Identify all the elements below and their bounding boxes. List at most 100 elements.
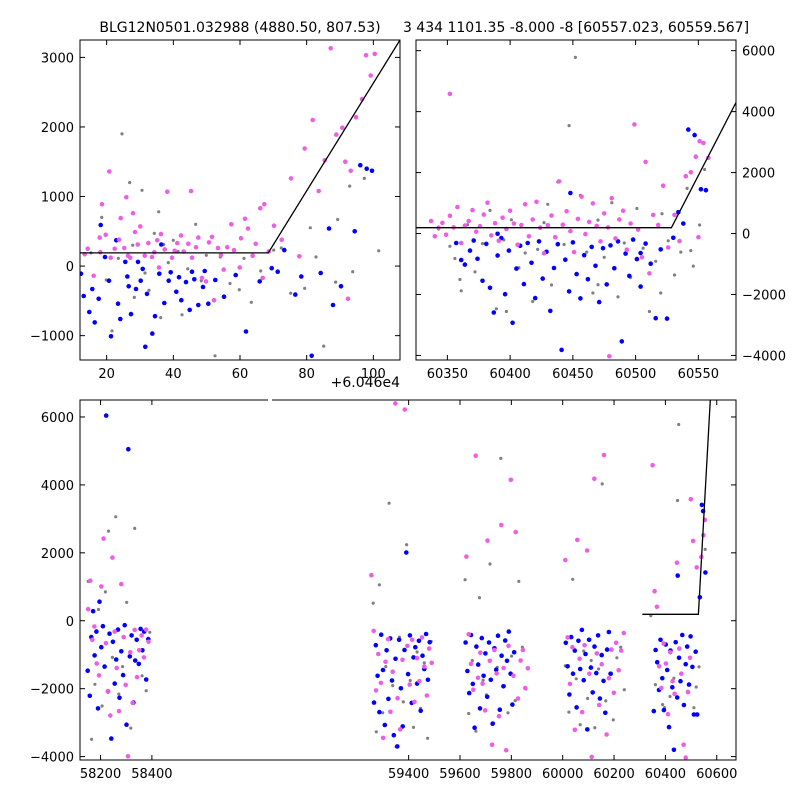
bottom-point-blue: [420, 653, 425, 658]
bottom-point-pink: [582, 642, 587, 648]
bottom-point-blue: [477, 706, 483, 711]
bottom-point-pink: [85, 606, 91, 612]
bottom-point-blue: [138, 626, 143, 632]
top-left-point-blue: [174, 289, 179, 295]
top-left-point-pink: [146, 240, 151, 246]
bottom-point-blue: [402, 647, 407, 653]
top-right-point-gray: [672, 273, 677, 277]
bottom-point-gray: [374, 730, 378, 734]
bottom-point-pink: [606, 675, 612, 681]
bottom-point-blue: [87, 693, 93, 699]
top-left-point-pink: [112, 246, 117, 251]
top-right-point-blue: [658, 247, 663, 252]
top-left-point-gray: [143, 271, 147, 275]
bottom-point-blue: [90, 608, 96, 614]
top-right-point-pink: [594, 223, 599, 229]
bottom-point-blue: [568, 634, 574, 640]
top-right-point-gray: [459, 289, 463, 293]
top-right-point-pink: [466, 218, 472, 224]
bottom-point-gray: [703, 547, 707, 552]
bottom-point-pink: [668, 650, 673, 655]
top-right-point-gray: [458, 277, 462, 282]
bottom-point-pink: [419, 635, 425, 640]
top-left-point-gray: [180, 313, 184, 317]
top-left-x-tick-label: 40: [165, 367, 182, 382]
bottom-point-gray: [593, 726, 597, 730]
bottom-point-pink: [508, 477, 514, 483]
bottom-point-blue: [396, 637, 402, 643]
bottom-point-blue: [416, 638, 422, 644]
top-right-point-blue: [532, 295, 538, 301]
top-left-point-pink: [372, 51, 378, 57]
top-left-point-blue: [157, 271, 162, 277]
bottom-point-pink: [618, 648, 624, 653]
top-right-point-gray: [448, 244, 452, 248]
top-left-point-blue: [125, 274, 130, 279]
bottom-point-blue: [122, 622, 127, 628]
top-right-y-tick-label: 6000: [742, 45, 775, 60]
top-right-point-gray: [567, 124, 571, 128]
bottom-point-pink: [114, 665, 119, 671]
bottom-point-blue: [490, 721, 495, 726]
top-left-point-blue: [123, 259, 128, 265]
top-right-point-blue: [638, 284, 643, 289]
bottom-point-gray: [499, 456, 503, 460]
bottom-x-tick-label: 60000: [542, 767, 583, 782]
bottom-point-blue: [493, 667, 499, 672]
top-left-point-blue: [364, 166, 370, 171]
top-right-point-pink: [696, 234, 701, 240]
bottom-point-blue: [658, 637, 663, 643]
bottom-x-tick-label: 58400: [131, 767, 172, 782]
bottom-point-pink: [513, 529, 518, 535]
bottom-point-pink: [592, 476, 597, 482]
top-left-point-gray: [166, 261, 170, 265]
bottom-point-blue: [576, 638, 581, 644]
bottom-point-blue: [479, 635, 485, 641]
top-left-point-gray: [289, 291, 293, 295]
bottom-point-gray: [578, 723, 582, 727]
bottom-point-pink: [577, 656, 582, 662]
top-left-point-pink: [363, 53, 369, 58]
top-right-point-blue: [671, 235, 676, 241]
bottom-point-pink: [663, 661, 669, 666]
top-left-point-pink: [149, 254, 155, 260]
top-left-series-blue: [80, 162, 375, 359]
top-left-point-blue: [152, 313, 158, 319]
bottom-point-blue: [129, 633, 134, 638]
top-right-point-blue: [581, 252, 587, 258]
bottom-point-pink: [369, 572, 374, 578]
bottom-point-pink: [567, 681, 573, 687]
top-right-axes-frame: 60350 60400 60450 60500 60550 −4000 −2000 0 2000…: [415, 39, 786, 382]
top-left-point-pink: [152, 249, 157, 255]
top-left-point-blue: [81, 293, 86, 299]
top-left-point-pink: [340, 125, 345, 130]
bottom-point-blue: [384, 648, 389, 653]
top-right-point-pink: [672, 212, 677, 218]
top-left-point-pink: [188, 188, 194, 194]
top-right-point-gray: [562, 242, 566, 247]
bottom-point-blue: [654, 659, 660, 665]
bottom-point-gray: [463, 578, 467, 582]
bottom-point-blue: [393, 656, 398, 662]
top-right-point-pink: [683, 173, 689, 179]
top-right-point-pink: [507, 208, 513, 213]
top-left-point-blue: [318, 270, 324, 276]
top-right-point-gray: [596, 218, 600, 222]
bottom-point-blue: [604, 647, 610, 652]
bottom-point-blue: [606, 629, 612, 635]
top-left-x-tick-label: 80: [298, 367, 315, 382]
bottom-point-pink: [563, 557, 568, 563]
bottom-point-pink: [596, 702, 602, 708]
bottom-point-pink: [424, 693, 430, 698]
bottom-point-pink: [674, 560, 680, 565]
top-right-axes-border: [415, 39, 737, 361]
top-right-point-blue: [686, 127, 691, 132]
bottom-point-gray: [694, 685, 698, 689]
top-right-point-blue: [643, 241, 648, 246]
top-left-point-blue: [358, 162, 363, 168]
top-right-point-blue: [462, 262, 468, 267]
bottom-point-blue: [115, 627, 121, 632]
bottom-point-pink: [659, 685, 664, 691]
top-right-point-pink: [575, 216, 581, 222]
bottom-point-blue: [570, 671, 576, 676]
